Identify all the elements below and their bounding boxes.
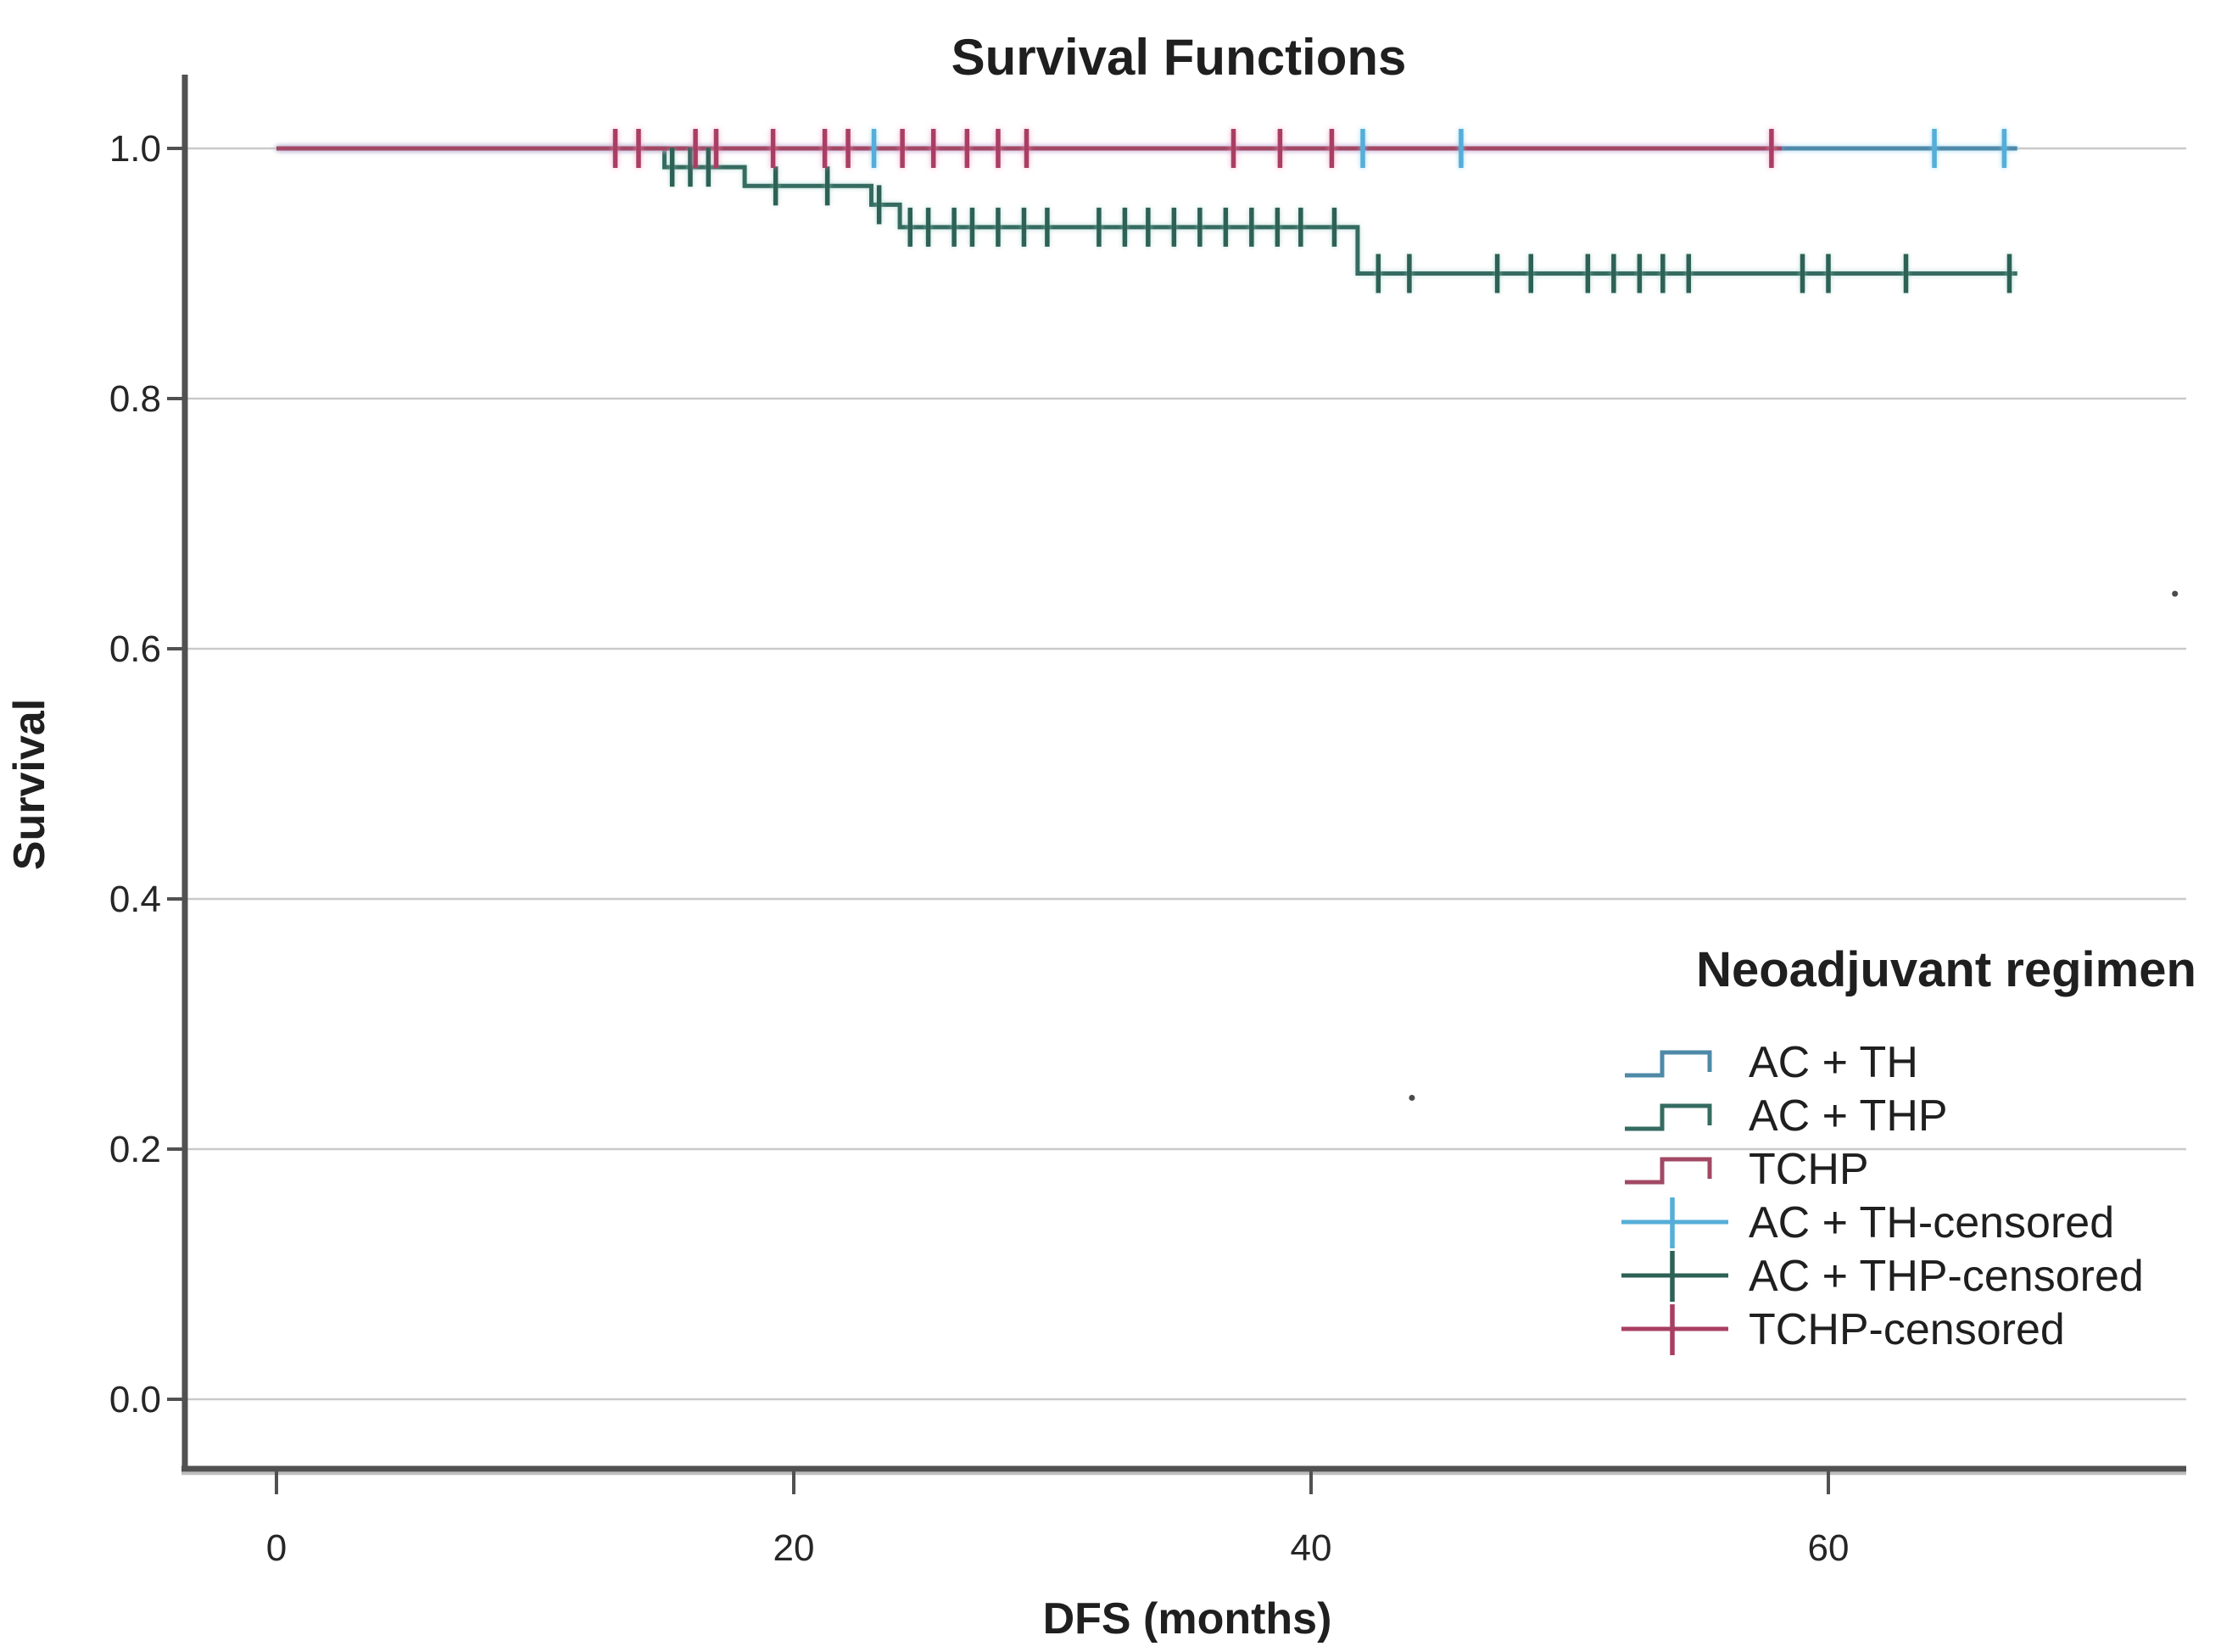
x-tick-label: 60 — [1808, 1527, 1850, 1569]
legend-swatch-step-line — [1625, 1103, 1712, 1131]
legend-item-label: TCHP — [1749, 1145, 1869, 1194]
legend-item-label: AC + TH — [1749, 1038, 1918, 1087]
y-tick-label: 0.4 — [109, 879, 161, 920]
x-axis-title: DFS (months) — [1043, 1594, 1332, 1644]
legend-item-label: AC + THP-censored — [1749, 1252, 2144, 1301]
y-tick-label: 0.0 — [109, 1379, 161, 1420]
legend-swatch-step-line — [1625, 1050, 1712, 1078]
y-tick-label: 0.2 — [109, 1129, 161, 1170]
survival-curves — [276, 146, 2017, 276]
y-tick-label: 0.6 — [109, 628, 161, 670]
image-specks — [1409, 590, 2179, 1102]
legend-item-label: TCHP-censored — [1749, 1305, 2065, 1354]
legend-title: Neoadjuvant regimen — [1696, 942, 2196, 997]
axes — [167, 75, 2186, 1494]
censor-marks — [612, 129, 2012, 293]
legend-item-label: AC + THP — [1749, 1091, 1948, 1141]
y-tick-label: 1.0 — [109, 128, 161, 170]
y-axis-title: Survival — [5, 699, 54, 870]
km-curve-ACTHP — [276, 146, 2017, 276]
x-tick-label: 20 — [773, 1527, 815, 1569]
legend-item-label: AC + TH-censored — [1749, 1198, 2114, 1247]
x-tick-label: 0 — [266, 1527, 287, 1569]
x-tick-label: 40 — [1291, 1527, 1332, 1569]
chart-title: Survival Functions — [951, 29, 1407, 86]
speck — [1409, 1095, 1415, 1102]
speck — [2172, 590, 2179, 597]
tick-labels: 1.0 0.8 0.6 0.4 0.2 0.0 0 20 40 60 — [109, 128, 1850, 1569]
y-tick-label: 0.8 — [109, 378, 161, 420]
legend-swatch-step-line — [1625, 1157, 1712, 1185]
